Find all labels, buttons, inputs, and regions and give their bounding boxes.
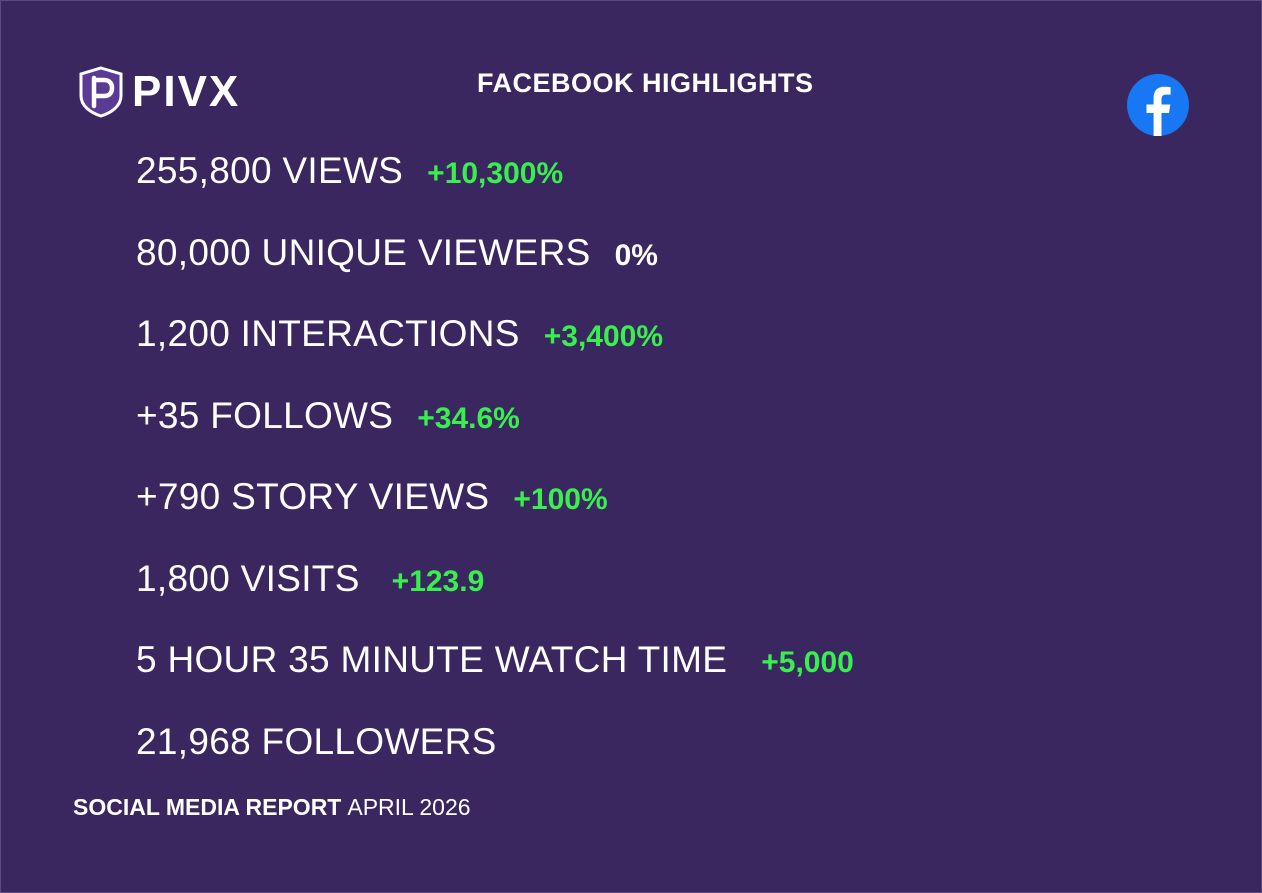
stat-label: +35 FOLLOWS [136, 394, 394, 436]
stat-row-story-views: +790 STORY VIEWS +100% [136, 476, 854, 558]
report-footer: SOCIAL MEDIA REPORT APRIL 2026 [73, 796, 471, 819]
stat-label: +790 STORY VIEWS [136, 476, 490, 517]
stat-change: +10,300% [427, 157, 564, 190]
pivx-shield-icon [79, 66, 123, 118]
stats-list: 255,800 VIEWS +10,300% 80,000 UNIQUE VIE… [136, 150, 854, 802]
stat-row-visits: 1,800 VISITS +123.9 [136, 558, 854, 640]
stat-change: +100% [513, 483, 608, 516]
stat-row-unique-viewers: 80,000 UNIQUE VIEWERS 0% [136, 232, 854, 314]
stat-change: +123.9 [391, 564, 485, 598]
stat-row-watch-time: 5 HOUR 35 MINUTE WATCH TIME +5,000 [136, 639, 854, 721]
stat-label: 80,000 UNIQUE VIEWERS [136, 231, 591, 273]
stat-change: 0% [614, 238, 658, 272]
stat-row-interactions: 1,200 INTERACTIONS +3,400% [136, 313, 854, 395]
page-title: FACEBOOK HIGHLIGHTS [477, 68, 814, 98]
stat-label: 5 HOUR 35 MINUTE WATCH TIME [136, 639, 728, 680]
stat-change: +5,000 [761, 646, 854, 679]
report-date: APRIL 2026 [347, 794, 471, 820]
brand-name: PIVX [132, 67, 241, 116]
stat-label: 255,800 VIEWS [136, 150, 404, 191]
stat-change: +3,400% [543, 320, 664, 353]
stat-label: 21,968 FOLLOWERS [136, 720, 497, 762]
report-name: SOCIAL MEDIA REPORT [73, 794, 342, 820]
stat-change: +34.6% [417, 401, 520, 435]
stat-row-follows: +35 FOLLOWS +34.6% [136, 395, 854, 477]
stat-label: 1,800 VISITS [136, 557, 360, 599]
stat-label: 1,200 INTERACTIONS [136, 313, 520, 354]
brand-logo: PIVX [78, 66, 240, 118]
stat-row-followers: 21,968 FOLLOWERS [136, 721, 854, 803]
facebook-icon [1127, 74, 1189, 136]
stat-row-views: 255,800 VIEWS +10,300% [136, 150, 854, 232]
